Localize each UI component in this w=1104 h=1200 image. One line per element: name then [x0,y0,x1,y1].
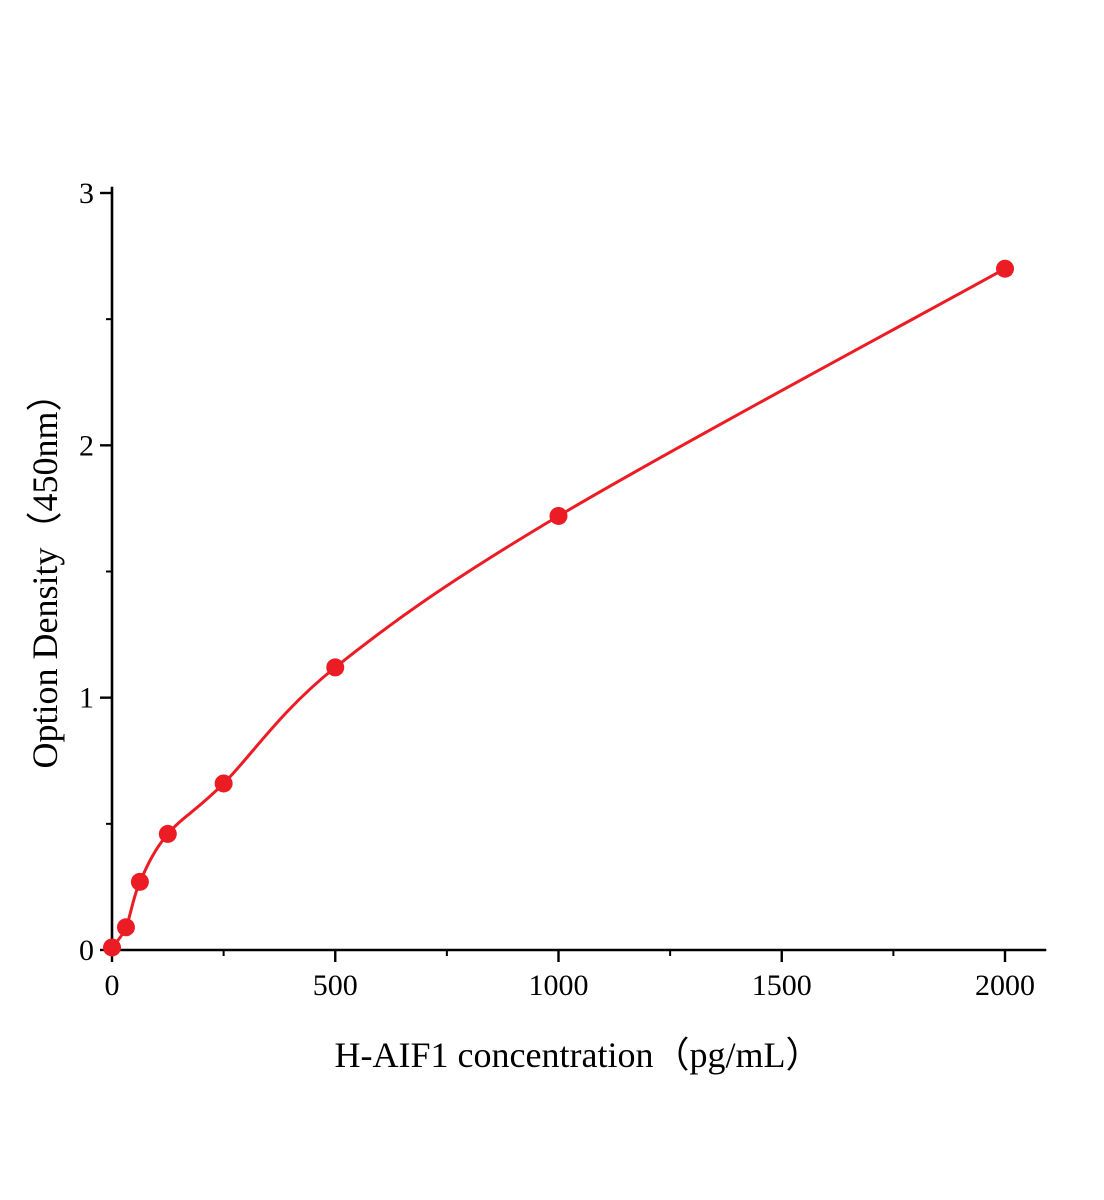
data-point [158,824,177,843]
y-tick-label: 2 [79,429,94,462]
y-tick-label: 1 [79,682,94,715]
x-axis-title: H-AIF1 concentration（pg/mL） [334,1035,822,1075]
x-tick-label: 500 [313,969,358,1002]
data-point [116,918,135,937]
data-point [549,506,568,525]
data-point [214,774,233,793]
y-axis-title: Option Density（450nm） [25,375,65,769]
x-tick-label: 1000 [529,969,589,1002]
x-tick-label: 0 [105,969,120,1002]
fit-curve [110,267,1007,949]
y-tick-label: 3 [79,177,94,210]
data-point [996,259,1014,278]
x-tick-label: 2000 [975,969,1035,1002]
data-point [130,872,149,891]
data-point [103,938,121,957]
x-tick-label: 1500 [752,969,812,1002]
y-tick-label: 0 [79,934,94,967]
data-point [326,658,345,677]
